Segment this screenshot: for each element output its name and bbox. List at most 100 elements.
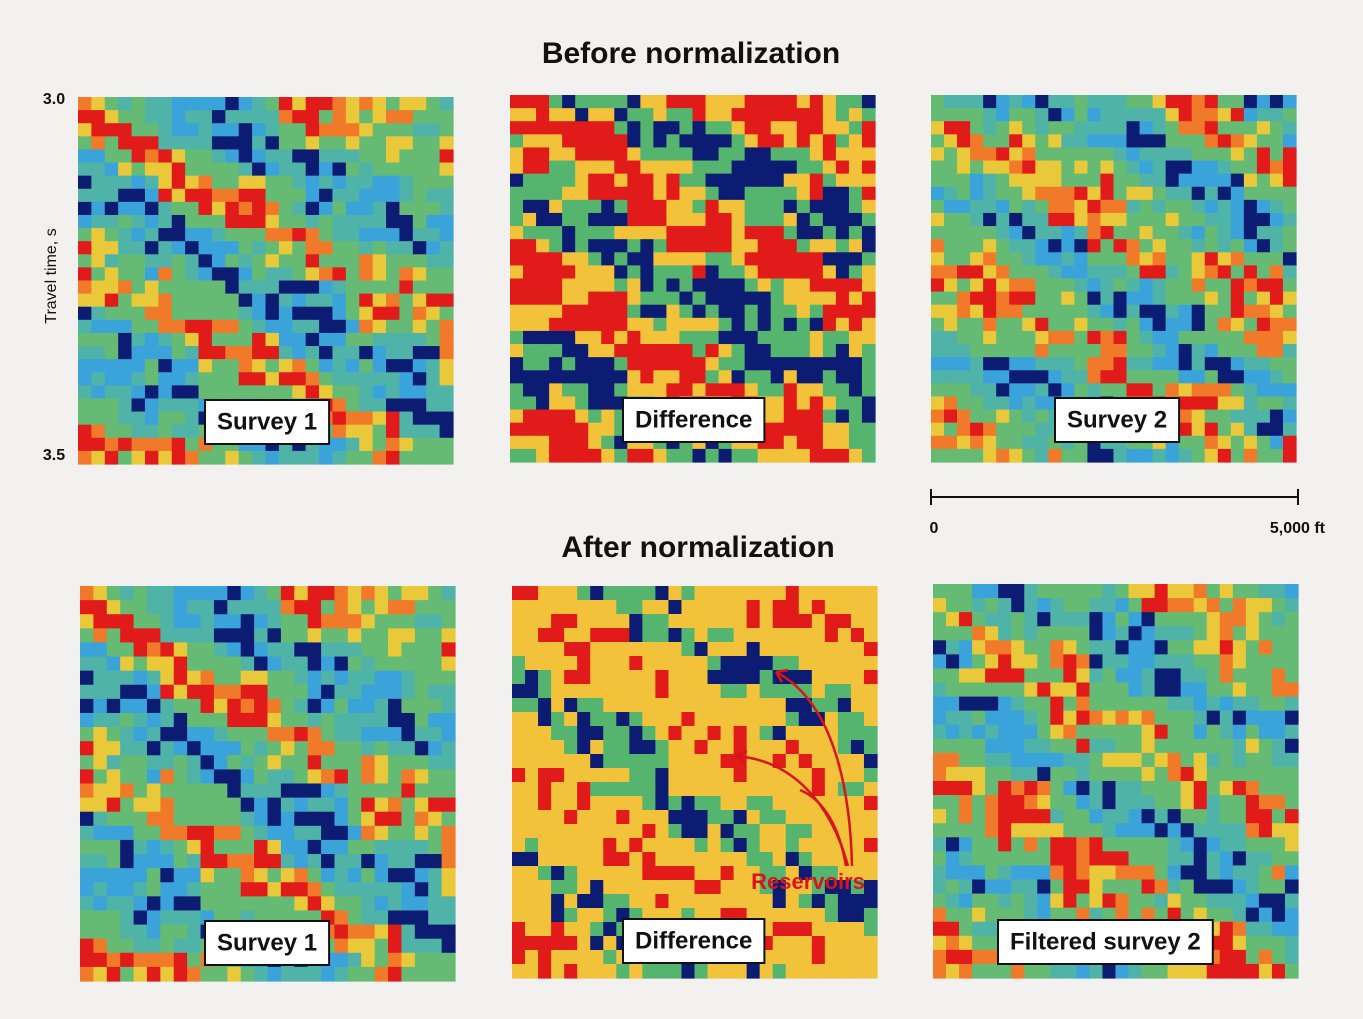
image-cell (523, 187, 537, 201)
image-cell (401, 840, 415, 855)
image-cell (199, 294, 213, 308)
image-cell (268, 896, 282, 911)
image-cell (655, 824, 669, 839)
image-cell (386, 425, 400, 439)
image-cell (693, 292, 707, 306)
image-cell (1063, 781, 1077, 796)
image-cell (306, 136, 320, 150)
image-cell (1035, 292, 1049, 306)
image-cell (440, 136, 454, 150)
image-cell (957, 226, 971, 240)
image-cell (679, 200, 693, 214)
image-cell (1179, 121, 1193, 135)
image-cell (614, 292, 628, 306)
image-cell (933, 809, 947, 824)
image-cell (1272, 668, 1286, 683)
image-cell (1257, 331, 1271, 345)
image-cell (1168, 711, 1182, 726)
image-cell (721, 824, 735, 839)
image-cell (1087, 95, 1101, 109)
image-cell (292, 228, 306, 242)
image-cell (1142, 626, 1156, 641)
image-cell (319, 228, 333, 242)
image-cell (985, 711, 999, 726)
image-cell (970, 226, 984, 240)
image-cell (266, 267, 280, 281)
image-cell (413, 359, 427, 373)
image-cell (588, 213, 602, 227)
image-cell (239, 385, 253, 399)
image-cell (201, 854, 215, 869)
image-cell (985, 781, 999, 796)
image-cell (440, 346, 454, 360)
image-cell (944, 95, 958, 109)
image-cell (1179, 410, 1193, 424)
image-cell (80, 699, 94, 714)
image-cell (1283, 292, 1297, 306)
image-cell (1270, 396, 1284, 410)
image-cell (668, 796, 682, 811)
image-cell (160, 699, 174, 714)
image-cell (549, 344, 563, 358)
image-cell (1244, 239, 1258, 253)
image-cell (747, 782, 761, 797)
image-cell (413, 228, 427, 242)
image-cell (239, 163, 253, 177)
image-cell (1220, 851, 1234, 866)
image-cell (1270, 423, 1284, 437)
image-cell (239, 267, 253, 281)
image-cell (78, 123, 92, 137)
image-cell (252, 372, 266, 386)
image-cell (373, 163, 387, 177)
image-cell (588, 449, 602, 463)
image-cell (1192, 305, 1206, 319)
image-cell (851, 936, 865, 951)
image-cell (642, 852, 656, 867)
image-cell (862, 161, 876, 175)
image-cell (851, 628, 865, 643)
image-cell (1089, 767, 1103, 782)
image-cell (1102, 767, 1116, 782)
image-cell (359, 136, 373, 150)
image-cell (1220, 809, 1234, 824)
image-cell (359, 412, 373, 426)
image-cell (931, 305, 945, 319)
image-cell (972, 894, 986, 909)
image-cell (1089, 598, 1103, 613)
image-cell (972, 612, 986, 627)
image-cell (319, 281, 333, 295)
image-cell (212, 202, 226, 216)
image-cell (1207, 781, 1221, 796)
image-cell (1022, 108, 1036, 122)
image-cell (732, 252, 746, 266)
image-cell (399, 176, 413, 190)
image-cell (810, 318, 824, 332)
image-cell (946, 697, 960, 712)
image-cell (747, 754, 761, 769)
image-cell (1011, 584, 1025, 599)
image-cell (642, 614, 656, 629)
image-cell (1009, 436, 1023, 450)
image-cell (771, 396, 785, 410)
image-cell (653, 265, 667, 279)
image-cell (294, 882, 308, 897)
image-cell (627, 252, 641, 266)
image-cell (428, 784, 442, 799)
image-cell (1205, 134, 1219, 148)
image-cell (1246, 837, 1260, 852)
image-cell (666, 134, 680, 148)
image-cell (983, 265, 997, 279)
image-cell (375, 699, 389, 714)
image-cell (1114, 95, 1128, 109)
image-cell (1272, 612, 1286, 627)
image-cell (1140, 200, 1154, 214)
image-cell (1285, 837, 1299, 852)
image-cell (536, 213, 550, 227)
image-cell (105, 163, 119, 177)
image-cell (849, 147, 863, 161)
image-cell (640, 318, 654, 332)
image-cell (536, 318, 550, 332)
image-cell (1231, 331, 1245, 345)
image-cell (91, 267, 105, 281)
image-cell (187, 741, 201, 756)
